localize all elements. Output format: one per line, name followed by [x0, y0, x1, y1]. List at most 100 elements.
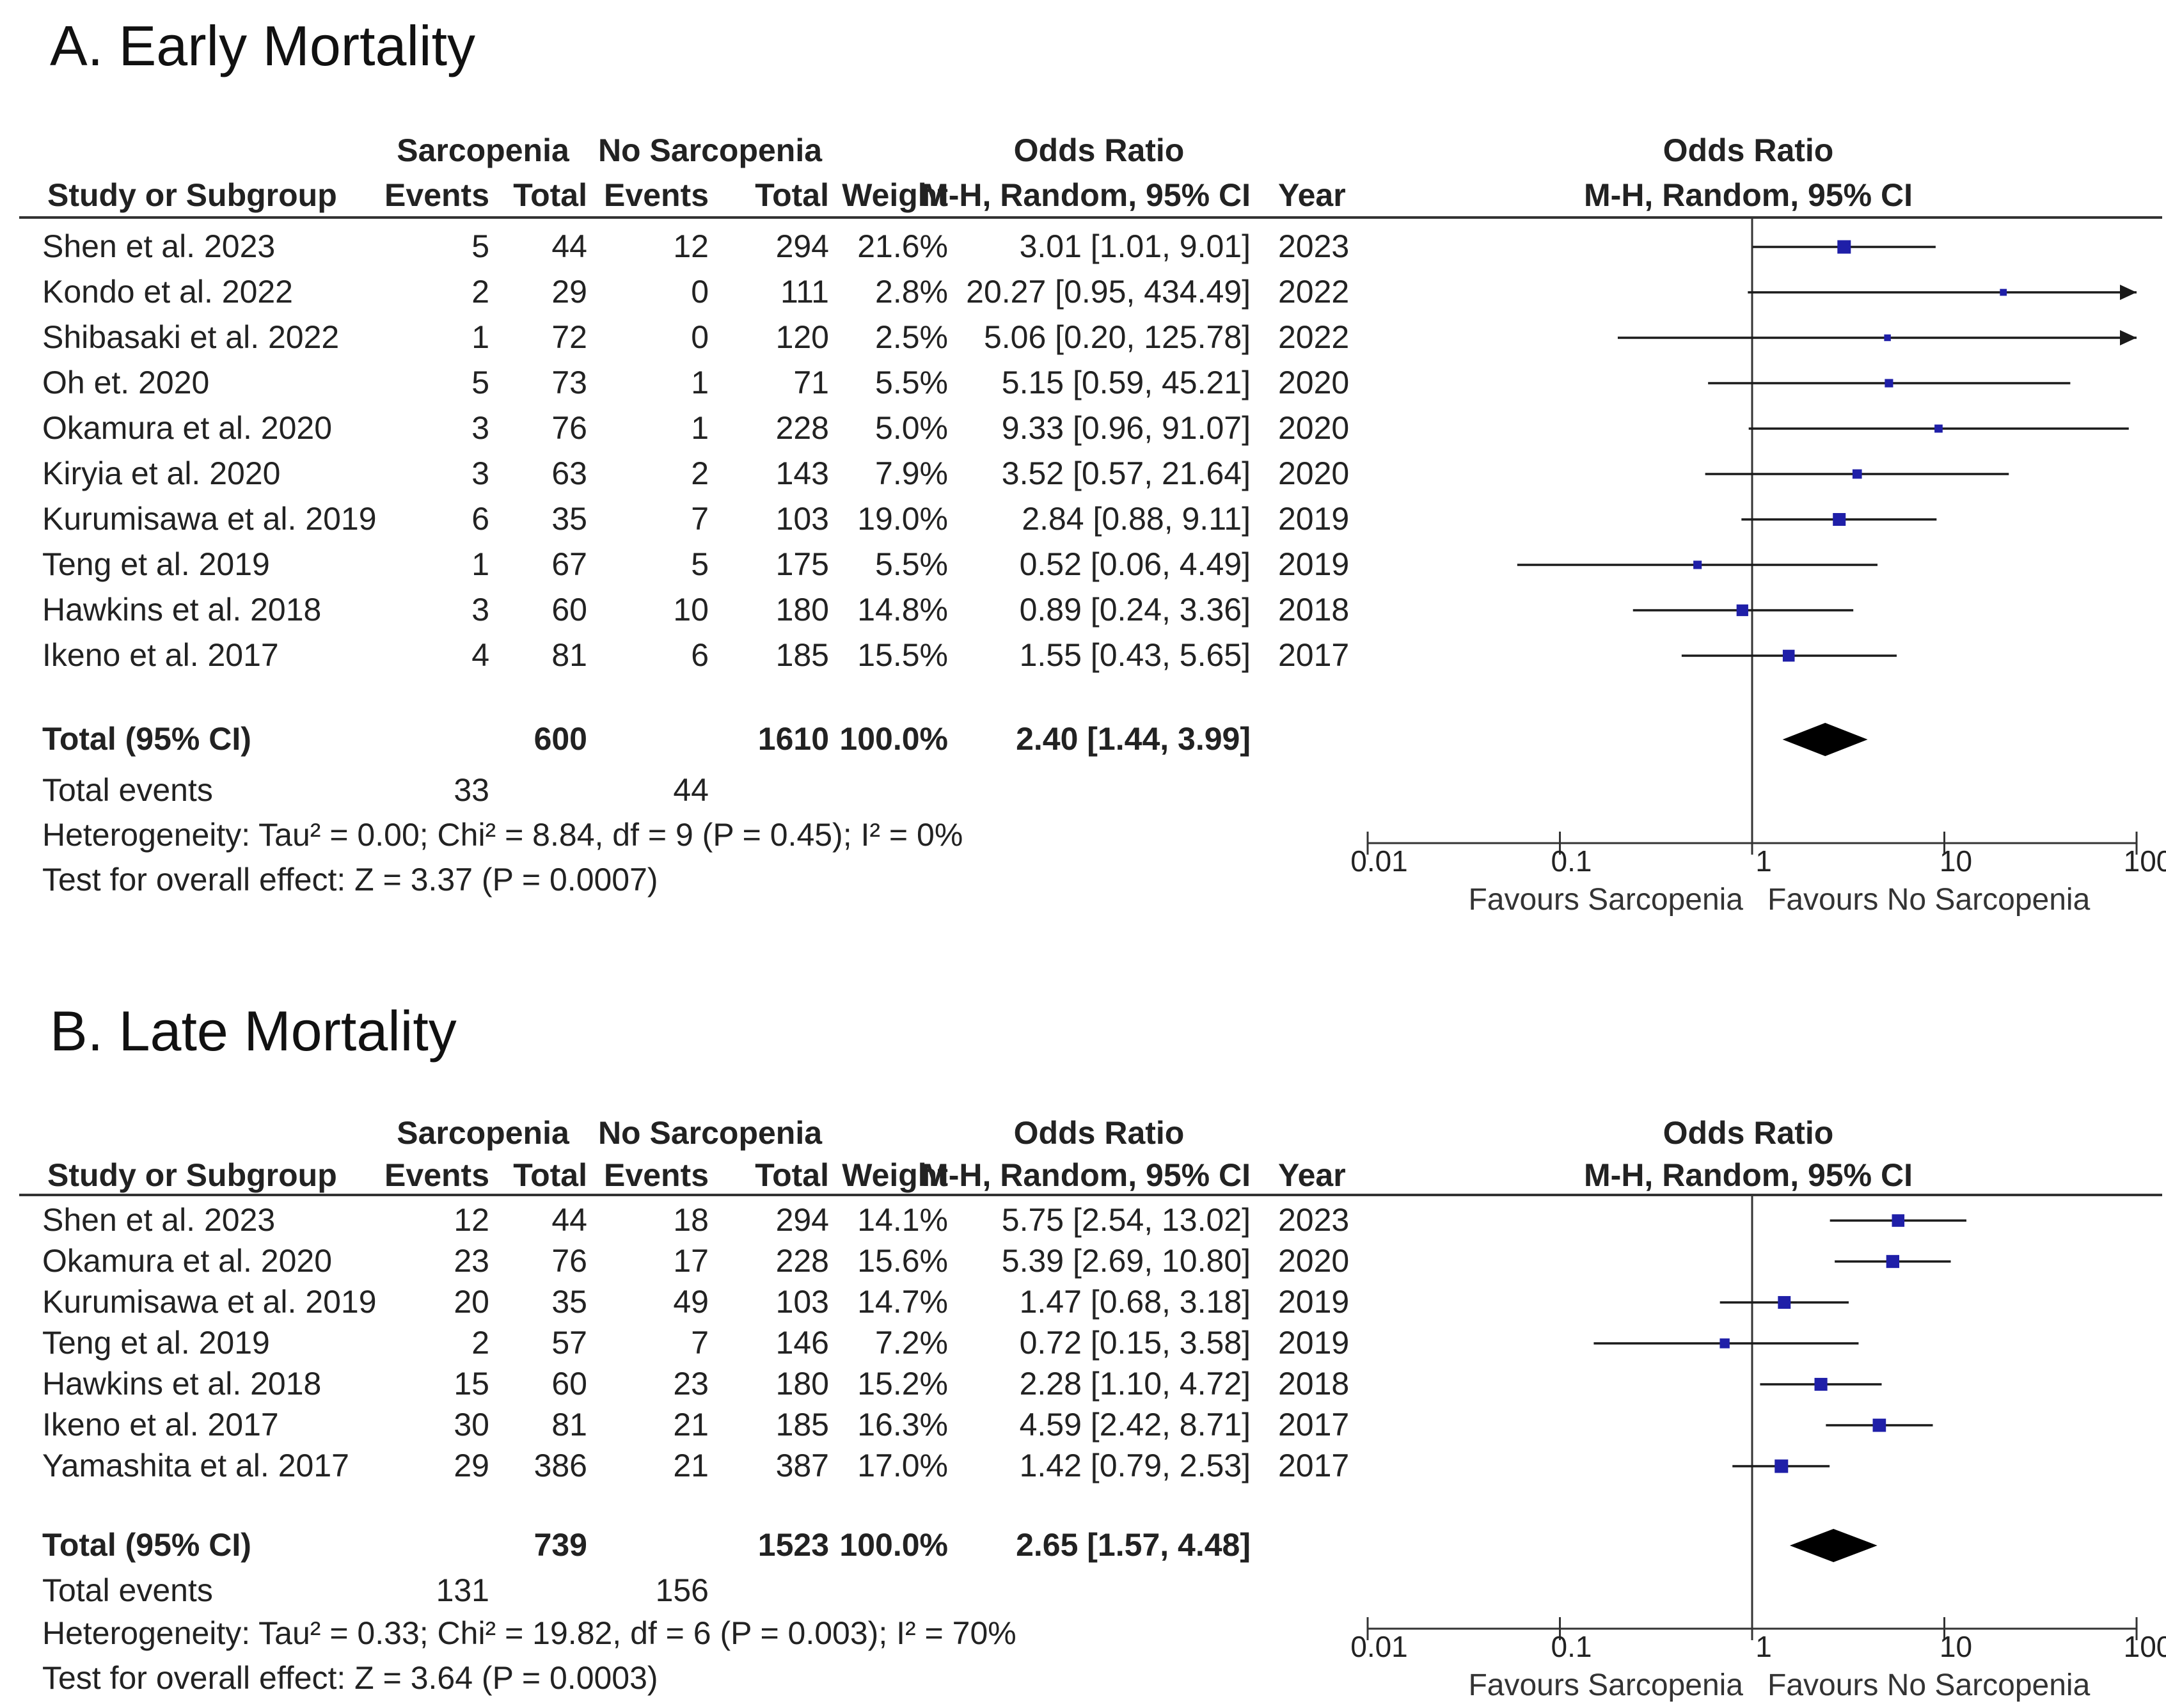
study-row: Kondo et al. 2022 2 29 0 111 2.8% 20.27 [0.95,… [42, 274, 2137, 310]
x-tick-label: 10 [1940, 1630, 1972, 1663]
study-row: Ikeno et al. 2017 4 81 6 185 15.5% 1.55 [0.43,… [42, 637, 1897, 673]
group2-events: 10 [673, 592, 709, 628]
study-weight: 15.2% [857, 1366, 948, 1402]
study-weight: 7.9% [875, 455, 948, 491]
group2-events: 0 [691, 274, 709, 310]
odds-ratio-marker [1814, 1377, 1828, 1391]
total-row: Total (95% CI) 739 1523 100.0% 2.65 [1.57, 4… [42, 1527, 1877, 1563]
study-name: Okamura et al. 2020 [42, 410, 332, 446]
study-name: Shen et al. 2023 [42, 1202, 275, 1238]
study-name: Ikeno et al. 2017 [42, 637, 279, 673]
study-row: Kurumisawa et al. 2019 20 35 49 103 14.7% 1.47… [42, 1284, 1849, 1320]
study-odds-ratio-ci: 1.55 [0.43, 5.65] [1020, 637, 1251, 673]
study-odds-ratio-ci: 2.84 [0.88, 9.11] [1022, 501, 1251, 537]
group1-total: 60 [551, 1366, 587, 1402]
group1-total-header: Total [513, 1157, 587, 1193]
year-header: Year [1278, 1157, 1346, 1193]
x-tick-label: 0.1 [1551, 1630, 1592, 1663]
study-name: Ikeno et al. 2017 [42, 1407, 279, 1443]
study-name: Hawkins et al. 2018 [42, 1366, 321, 1402]
group1-events: 5 [471, 365, 489, 400]
total-events-label: Total events [42, 772, 213, 808]
group2-events: 17 [673, 1243, 709, 1279]
x-axis: 0.01 0.1 1 10 100 Favours Sarcopenia Favours N… [1350, 832, 2166, 917]
study-year: 2019 [1278, 501, 1349, 537]
group1-events: 1 [471, 546, 489, 582]
study-odds-ratio-ci: 0.89 [0.24, 3.36] [1020, 592, 1251, 628]
study-name: Kurumisawa et al. 2019 [42, 501, 377, 537]
group1-total: 44 [551, 228, 587, 264]
group2-total: 103 [776, 501, 829, 537]
odds-ratio-marker [1833, 512, 1846, 526]
study-odds-ratio-ci: 2.28 [1.10, 4.72] [1020, 1366, 1251, 1402]
odds-ratio-marker [1884, 334, 1891, 342]
pooled-odds-ratio-ci: 2.40 [1.44, 3.99] [1016, 721, 1251, 757]
odds-ratio-marker [1778, 1296, 1791, 1309]
x-axis: 0.01 0.1 1 10 100 Favours Sarcopenia Favours N… [1350, 1617, 2166, 1702]
study-year: 2020 [1278, 365, 1349, 400]
group2-events: 18 [673, 1202, 709, 1238]
group1-total: 60 [551, 592, 587, 628]
group1-total: 76 [551, 1243, 587, 1279]
study-year: 2019 [1278, 1284, 1349, 1320]
study-weight: 14.1% [857, 1202, 948, 1238]
odds-ratio-method-header: M-H, Random, 95% CI [922, 177, 1251, 213]
x-tick-label: 0.01 [1350, 844, 1408, 878]
study-row: Yamashita et al. 2017 29 386 21 387 17.0% 1.42… [42, 1448, 1830, 1483]
group1-events: 3 [471, 592, 489, 628]
odds-ratio-marker [1885, 379, 1893, 388]
study-header: Study or Subgroup [47, 177, 337, 213]
group2-header: No Sarcopenia [598, 1115, 823, 1151]
favours-left-label: Favours Sarcopenia [1468, 1668, 1743, 1702]
study-weight: 15.5% [857, 637, 948, 673]
group1-total-sum: 739 [534, 1527, 587, 1563]
study-row: Teng et al. 2019 2 57 7 146 7.2% 0.72 [0.15, 3… [42, 1325, 1859, 1361]
x-tick-label: 1 [1755, 1630, 1772, 1663]
pooled-estimate-diamond [1789, 1529, 1877, 1562]
group1-total: 76 [551, 410, 587, 446]
study-year: 2022 [1278, 319, 1349, 355]
group1-total: 73 [551, 365, 587, 400]
x-tick-label: 0.01 [1350, 1630, 1408, 1663]
study-weight: 2.5% [875, 319, 948, 355]
group2-total-sum: 1610 [758, 721, 829, 757]
total-events-label: Total events [42, 1572, 213, 1608]
study-year: 2017 [1278, 1407, 1349, 1443]
group1-total: 57 [551, 1325, 587, 1361]
study-weight: 16.3% [857, 1407, 948, 1443]
pooled-odds-ratio-ci: 2.65 [1.57, 4.48] [1016, 1527, 1251, 1563]
x-tick-label: 10 [1940, 844, 1972, 878]
group1-total-events: 33 [454, 772, 489, 808]
odds-ratio-marker [1719, 1338, 1730, 1348]
group2-total: 228 [776, 1243, 829, 1279]
group1-total-sum: 600 [534, 721, 587, 757]
study-name: Kiryia et al. 2020 [42, 455, 280, 491]
group1-events-header: Events [384, 177, 489, 213]
group1-events: 30 [454, 1407, 489, 1443]
weight-header: Weight [842, 1157, 948, 1193]
group1-total: 67 [551, 546, 587, 582]
study-year: 2020 [1278, 410, 1349, 446]
group1-events: 5 [471, 228, 489, 264]
group1-events: 3 [471, 455, 489, 491]
total-label: Total (95% CI) [42, 721, 251, 757]
study-name: Oh et. 2020 [42, 365, 209, 400]
favours-right-label: Favours No Sarcopenia [1767, 883, 2091, 917]
favours-right-label: Favours No Sarcopenia [1767, 1668, 2091, 1702]
group2-total: 180 [776, 592, 829, 628]
plot-method-header: M-H, Random, 95% CI [1584, 1157, 1913, 1193]
heterogeneity-stats: Heterogeneity: Tau² = 0.33; Chi² = 19.82… [42, 1615, 1016, 1651]
group2-events: 12 [673, 228, 709, 264]
odds-ratio-marker [1852, 469, 1862, 479]
group2-total: 120 [776, 319, 829, 355]
group1-events: 15 [454, 1366, 489, 1402]
study-year: 2023 [1278, 1202, 1349, 1238]
odds-ratio-marker [2000, 289, 2007, 296]
plot-method-header: M-H, Random, 95% CI [1584, 177, 1913, 213]
total-weight: 100.0% [839, 1527, 948, 1563]
group2-events: 5 [691, 546, 709, 582]
x-tick-label: 1 [1755, 844, 1772, 878]
forest-panel-late-mortality: B. Late Mortality Sarcopenia No Sarcopenia… [19, 999, 2166, 1702]
group2-events: 1 [691, 410, 709, 446]
pooled-estimate-diamond [1782, 723, 1868, 756]
